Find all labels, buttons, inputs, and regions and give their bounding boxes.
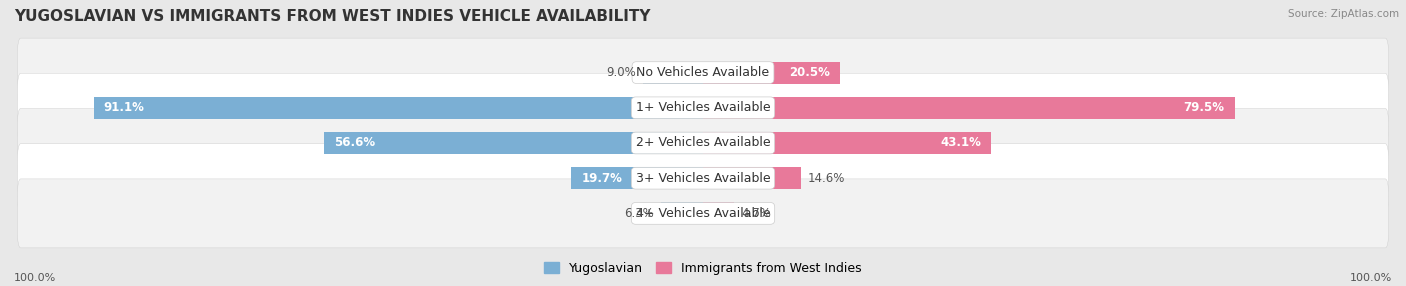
FancyBboxPatch shape: [17, 73, 1389, 142]
Text: 2+ Vehicles Available: 2+ Vehicles Available: [636, 136, 770, 150]
Bar: [703, 167, 800, 189]
Text: 91.1%: 91.1%: [104, 101, 145, 114]
Text: 1+ Vehicles Available: 1+ Vehicles Available: [636, 101, 770, 114]
Text: 100.0%: 100.0%: [1350, 273, 1392, 283]
FancyBboxPatch shape: [17, 108, 1389, 178]
Bar: [661, 202, 703, 224]
Text: 4.7%: 4.7%: [741, 207, 770, 220]
Bar: [325, 132, 703, 154]
Bar: [571, 167, 703, 189]
Text: 6.3%: 6.3%: [624, 207, 654, 220]
FancyBboxPatch shape: [17, 144, 1389, 213]
FancyBboxPatch shape: [17, 179, 1389, 248]
Text: 19.7%: 19.7%: [581, 172, 621, 185]
Text: 100.0%: 100.0%: [14, 273, 56, 283]
Text: No Vehicles Available: No Vehicles Available: [637, 66, 769, 79]
Text: 56.6%: 56.6%: [335, 136, 375, 150]
Bar: [703, 132, 991, 154]
Bar: [703, 202, 734, 224]
Legend: Yugoslavian, Immigrants from West Indies: Yugoslavian, Immigrants from West Indies: [540, 257, 866, 280]
Text: 3+ Vehicles Available: 3+ Vehicles Available: [636, 172, 770, 185]
Text: 9.0%: 9.0%: [606, 66, 636, 79]
Bar: [94, 97, 703, 119]
Text: 14.6%: 14.6%: [807, 172, 845, 185]
Bar: [643, 62, 703, 84]
Bar: [703, 62, 841, 84]
Text: 4+ Vehicles Available: 4+ Vehicles Available: [636, 207, 770, 220]
FancyBboxPatch shape: [17, 38, 1389, 107]
Text: 43.1%: 43.1%: [941, 136, 981, 150]
Text: Source: ZipAtlas.com: Source: ZipAtlas.com: [1288, 9, 1399, 19]
Text: 20.5%: 20.5%: [789, 66, 830, 79]
Text: YUGOSLAVIAN VS IMMIGRANTS FROM WEST INDIES VEHICLE AVAILABILITY: YUGOSLAVIAN VS IMMIGRANTS FROM WEST INDI…: [14, 9, 651, 23]
Bar: [703, 97, 1234, 119]
Text: 79.5%: 79.5%: [1184, 101, 1225, 114]
